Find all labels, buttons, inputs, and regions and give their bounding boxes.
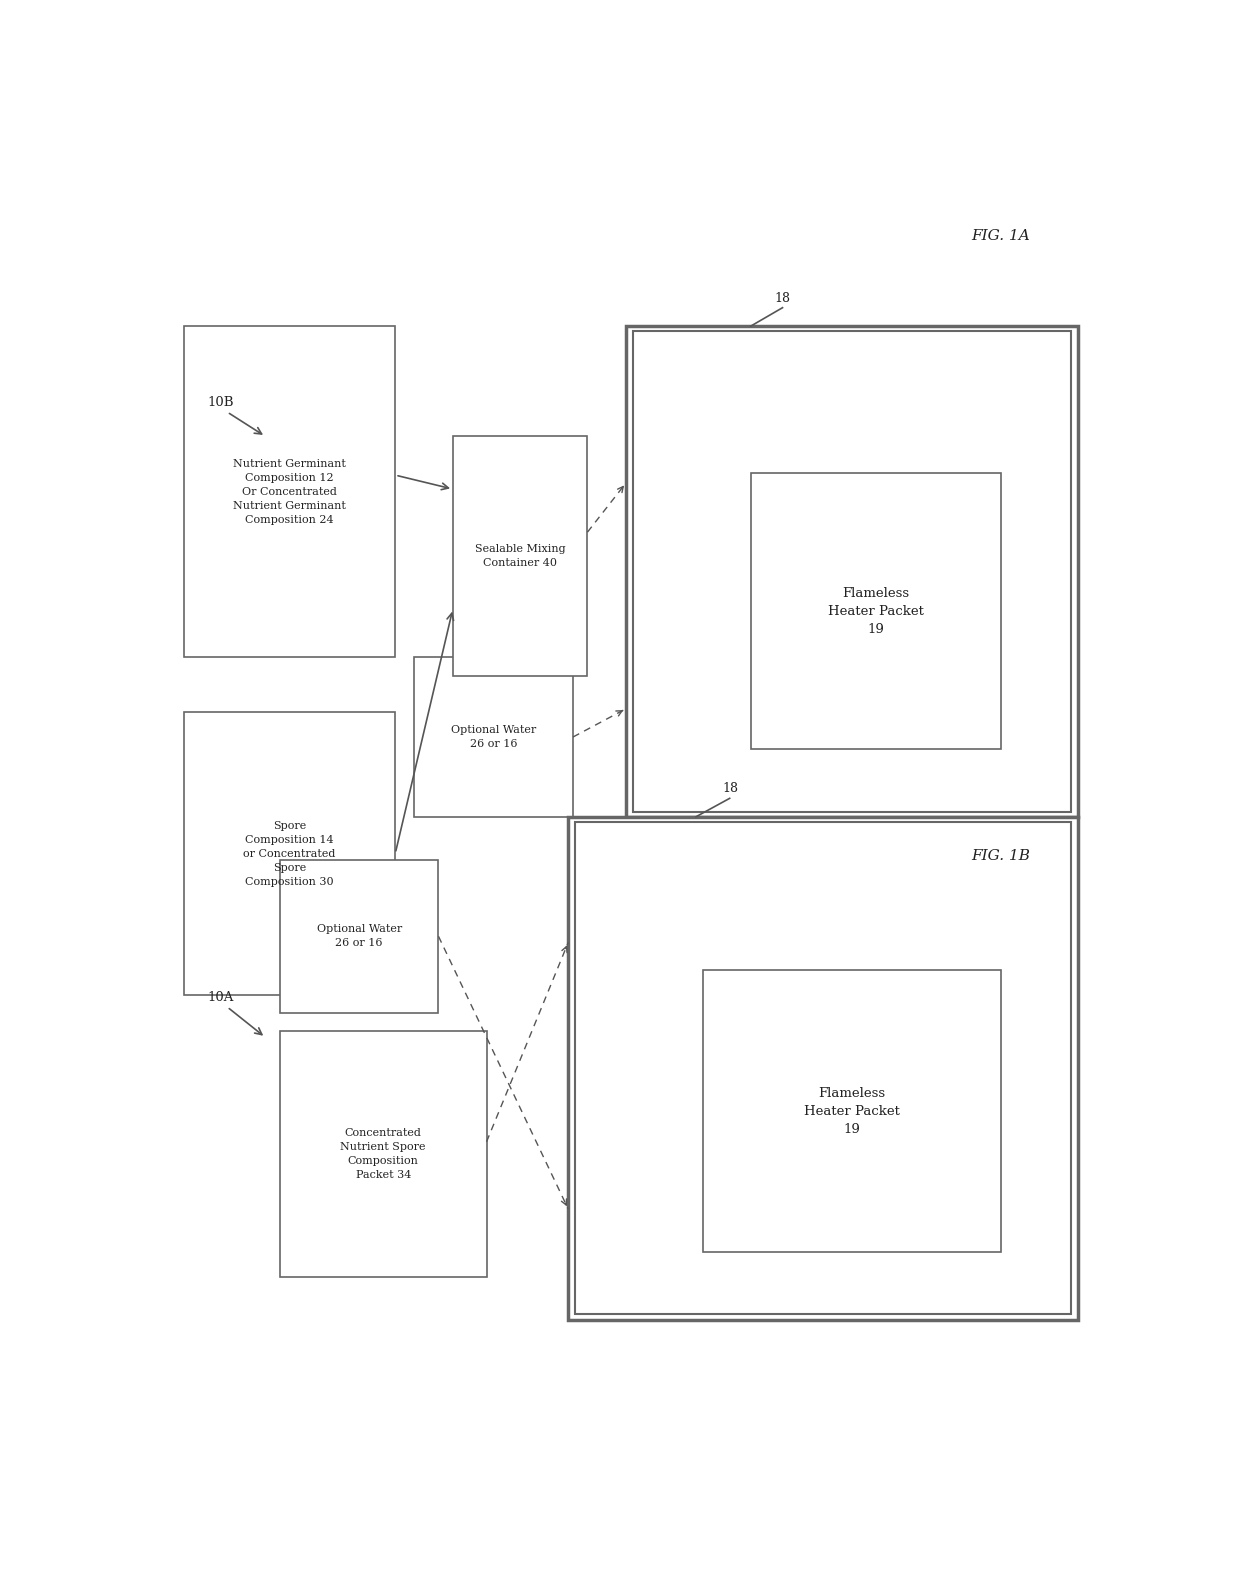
Bar — [280, 860, 439, 1013]
Bar — [414, 658, 573, 817]
Bar — [751, 473, 1001, 749]
Text: Sealable Mixing
Container 40: Sealable Mixing Container 40 — [475, 545, 565, 569]
Text: Flameless
Heater Packet
19: Flameless Heater Packet 19 — [828, 586, 924, 636]
Text: 18: 18 — [775, 292, 791, 304]
Text: 10A: 10A — [208, 991, 234, 1004]
Text: Optional Water
26 or 16: Optional Water 26 or 16 — [451, 725, 537, 749]
Bar — [568, 817, 1078, 1319]
Bar — [626, 327, 1078, 817]
Bar — [703, 970, 1001, 1252]
Text: 10B: 10B — [208, 395, 234, 409]
Text: Nutrient Germinant
Composition 12
Or Concentrated
Nutrient Germinant
Composition: Nutrient Germinant Composition 12 Or Con… — [233, 459, 346, 524]
Text: Concentrated
Nutrient Spore
Composition
Packet 34: Concentrated Nutrient Spore Composition … — [341, 1128, 427, 1180]
Text: Spore
Composition 14
or Concentrated
Spore
Composition 30: Spore Composition 14 or Concentrated Spo… — [243, 820, 336, 887]
Bar — [280, 1031, 486, 1276]
Bar — [575, 822, 1071, 1314]
Bar — [184, 327, 396, 658]
Bar — [632, 331, 1071, 811]
Bar — [184, 712, 396, 994]
Text: FIG. 1A: FIG. 1A — [971, 229, 1030, 244]
Text: Flameless
Heater Packet
19: Flameless Heater Packet 19 — [804, 1086, 900, 1136]
Text: FIG. 1B: FIG. 1B — [971, 849, 1030, 863]
Bar — [453, 436, 588, 675]
Text: 18: 18 — [722, 782, 738, 795]
Text: Optional Water
26 or 16: Optional Water 26 or 16 — [316, 924, 402, 948]
